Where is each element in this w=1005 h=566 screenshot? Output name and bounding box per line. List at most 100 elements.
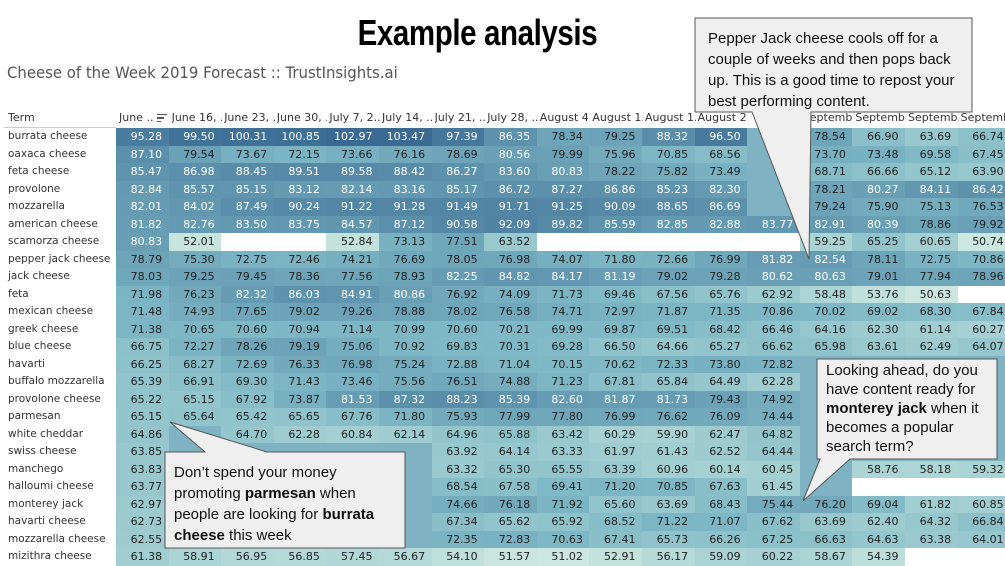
heatmap-cell[interactable]: 91.25 — [536, 198, 590, 216]
heatmap-cell[interactable]: 53.76 — [852, 285, 906, 303]
heatmap-cell[interactable]: 64.66 — [642, 338, 696, 356]
heatmap-cell[interactable]: 78.69 — [431, 145, 485, 163]
heatmap-cell[interactable]: 69.30 — [221, 373, 275, 391]
heatmap-cell[interactable]: 72.82 — [747, 355, 801, 373]
heatmap-cell[interactable]: 57.45 — [326, 548, 380, 566]
heatmap-cell[interactable]: 89.58 — [326, 163, 380, 181]
heatmap-cell[interactable]: 54.39 — [852, 548, 906, 566]
heatmap-cell[interactable]: 68.71 — [799, 163, 853, 181]
heatmap-cell[interactable]: 76.62 — [642, 408, 696, 426]
heatmap-cell[interactable]: 81.82 — [747, 250, 801, 268]
heatmap-cell[interactable]: 68.43 — [694, 495, 748, 513]
heatmap-cell[interactable]: 65.15 — [168, 390, 222, 408]
heatmap-cell[interactable]: 103.47 — [379, 128, 433, 146]
heatmap-cell[interactable]: 64.86 — [116, 425, 170, 443]
heatmap-cell[interactable]: 66.62 — [747, 338, 801, 356]
heatmap-cell[interactable]: 80.27 — [852, 180, 906, 198]
heatmap-cell[interactable]: 78.21 — [799, 180, 853, 198]
heatmap-cell[interactable] — [799, 460, 853, 478]
heatmap-cell[interactable]: 71.04 — [484, 355, 538, 373]
heatmap-cell[interactable]: 86.27 — [431, 163, 485, 181]
heatmap-cell[interactable]: 71.87 — [642, 303, 696, 321]
heatmap-cell[interactable]: 78.02 — [431, 303, 485, 321]
heatmap-cell[interactable]: 66.25 — [116, 355, 170, 373]
heatmap-cell[interactable]: 74.09 — [484, 285, 538, 303]
heatmap-cell[interactable]: 99.50 — [168, 128, 222, 146]
heatmap-cell[interactable]: 82.88 — [694, 215, 748, 233]
row-term-label[interactable]: swiss cheese — [8, 445, 77, 457]
heatmap-cell[interactable]: 80.63 — [799, 268, 853, 286]
row-term-label[interactable]: mozzarella — [8, 200, 65, 212]
row-term-label[interactable]: jack cheese — [8, 270, 70, 282]
heatmap-cell[interactable]: 62.92 — [747, 285, 801, 303]
heatmap-cell[interactable]: 79.02 — [273, 303, 327, 321]
heatmap-cell[interactable] — [852, 478, 906, 496]
heatmap-cell[interactable]: 71.23 — [536, 373, 590, 391]
heatmap-cell[interactable]: 84.17 — [536, 268, 590, 286]
heatmap-cell[interactable]: 66.90 — [852, 128, 906, 146]
heatmap-cell[interactable]: 74.88 — [484, 373, 538, 391]
heatmap-cell[interactable]: 68.56 — [694, 145, 748, 163]
row-term-label[interactable]: blue cheese — [8, 340, 72, 352]
heatmap-cell[interactable]: 69.02 — [852, 303, 906, 321]
heatmap-cell[interactable]: 65.27 — [694, 338, 748, 356]
heatmap-cell[interactable]: 65.25 — [852, 233, 906, 251]
heatmap-cell[interactable]: 73.46 — [326, 373, 380, 391]
heatmap-cell[interactable]: 81.87 — [589, 390, 643, 408]
heatmap-cell[interactable]: 79.25 — [589, 128, 643, 146]
heatmap-cell[interactable]: 84.57 — [326, 215, 380, 233]
heatmap-cell[interactable]: 60.22 — [747, 548, 801, 566]
heatmap-cell[interactable]: 84.02 — [168, 198, 222, 216]
heatmap-cell[interactable]: 67.58 — [484, 478, 538, 496]
heatmap-cell[interactable]: 70.63 — [536, 530, 590, 548]
heatmap-cell[interactable]: 91.71 — [484, 198, 538, 216]
heatmap-cell[interactable]: 71.48 — [116, 303, 170, 321]
heatmap-cell[interactable]: 72.35 — [431, 530, 485, 548]
heatmap-cell[interactable]: 65.30 — [484, 460, 538, 478]
heatmap-cell[interactable] — [799, 478, 853, 496]
heatmap-cell[interactable]: 64.82 — [747, 425, 801, 443]
row-term-label[interactable]: scamorza cheese — [8, 235, 100, 247]
heatmap-cell[interactable] — [905, 548, 959, 566]
heatmap-cell[interactable]: 100.31 — [221, 128, 275, 146]
heatmap-cell[interactable]: 78.54 — [799, 128, 853, 146]
column-header[interactable]: July 14, .. — [382, 111, 433, 124]
heatmap-cell[interactable]: 56.17 — [642, 548, 696, 566]
heatmap-cell[interactable]: 66.26 — [694, 530, 748, 548]
heatmap-cell[interactable]: 79.19 — [273, 338, 327, 356]
heatmap-cell[interactable]: 60.85 — [957, 495, 1005, 513]
heatmap-cell[interactable]: 67.25 — [747, 530, 801, 548]
heatmap-cell[interactable]: 56.67 — [379, 548, 433, 566]
heatmap-cell[interactable]: 68.42 — [694, 320, 748, 338]
heatmap-cell[interactable]: 62.14 — [379, 425, 433, 443]
heatmap-cell[interactable] — [168, 425, 222, 443]
heatmap-cell[interactable]: 70.86 — [957, 250, 1005, 268]
row-term-label[interactable]: mexican cheese — [8, 305, 94, 317]
heatmap-cell[interactable]: 92.09 — [484, 215, 538, 233]
heatmap-cell[interactable]: 63.38 — [905, 530, 959, 548]
column-header[interactable]: June 30, .. — [276, 111, 328, 124]
heatmap-cell[interactable]: 63.52 — [484, 233, 538, 251]
row-term-label[interactable]: halloumi cheese — [8, 480, 94, 492]
heatmap-cell[interactable]: 68.27 — [168, 355, 222, 373]
heatmap-cell[interactable]: 69.46 — [589, 285, 643, 303]
heatmap-cell[interactable]: 79.43 — [694, 390, 748, 408]
heatmap-cell[interactable]: 63.42 — [536, 425, 590, 443]
heatmap-cell[interactable]: 65.15 — [116, 408, 170, 426]
heatmap-cell[interactable]: 58.18 — [905, 460, 959, 478]
heatmap-cell[interactable]: 62.30 — [852, 320, 906, 338]
heatmap-cell[interactable]: 63.90 — [957, 163, 1005, 181]
heatmap-cell[interactable]: 69.87 — [589, 320, 643, 338]
heatmap-cell[interactable]: 84.11 — [905, 180, 959, 198]
heatmap-cell[interactable]: 82.01 — [116, 198, 170, 216]
heatmap-cell[interactable]: 76.92 — [431, 285, 485, 303]
heatmap-cell[interactable]: 65.73 — [642, 530, 696, 548]
heatmap-cell[interactable]: 65.12 — [905, 163, 959, 181]
heatmap-cell[interactable]: 69.04 — [852, 495, 906, 513]
heatmap-cell[interactable]: 60.65 — [905, 233, 959, 251]
column-header[interactable]: August 1.. — [592, 111, 643, 124]
heatmap-cell[interactable]: 70.60 — [431, 320, 485, 338]
heatmap-cell[interactable]: 62.73 — [116, 513, 170, 531]
heatmap-cell[interactable]: 79.28 — [694, 268, 748, 286]
heatmap-cell[interactable]: 81.53 — [326, 390, 380, 408]
